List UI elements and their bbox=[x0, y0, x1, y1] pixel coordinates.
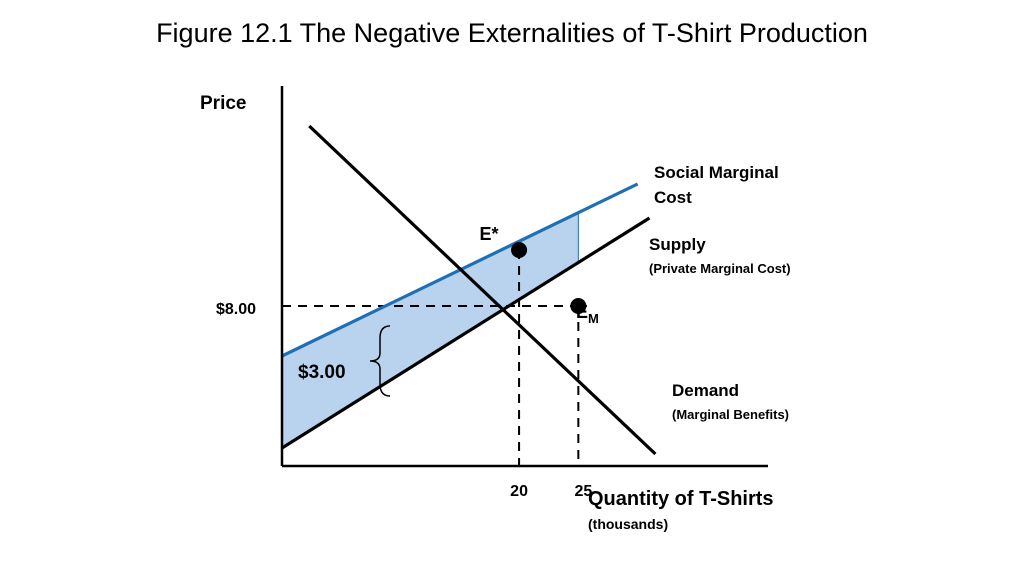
label-social-marginal-cost-2: Cost bbox=[654, 188, 692, 207]
x-tick-25: 25 bbox=[574, 483, 592, 500]
supply-line bbox=[281, 216, 651, 450]
point-e-m bbox=[570, 298, 587, 314]
x-axis-sublabel: (thousands) bbox=[588, 516, 668, 532]
label-e-star: E* bbox=[479, 224, 498, 244]
label-supply: Supply bbox=[649, 235, 706, 254]
label-social-marginal-cost: Social Marginal bbox=[654, 163, 779, 182]
x-tick-20: 20 bbox=[510, 483, 528, 500]
label-e-m: EM bbox=[576, 302, 599, 326]
slide-title: Figure 12.1 The Negative Externalities o… bbox=[156, 18, 868, 48]
label-supply-sub: (Private Marginal Cost) bbox=[649, 261, 791, 276]
label-gap: $3.00 bbox=[298, 362, 346, 383]
x-axis-label: Quantity of T-Shirts bbox=[588, 488, 774, 510]
label-demand-sub: (Marginal Benefits) bbox=[672, 407, 789, 422]
y-tick-8: $8.00 bbox=[216, 301, 256, 318]
externality-area bbox=[281, 211, 579, 449]
y-axis-label: Price bbox=[200, 93, 246, 114]
label-demand: Demand bbox=[672, 381, 739, 400]
gap-brace bbox=[369, 325, 391, 397]
point-e-star bbox=[511, 242, 528, 258]
demand-line bbox=[308, 124, 657, 456]
